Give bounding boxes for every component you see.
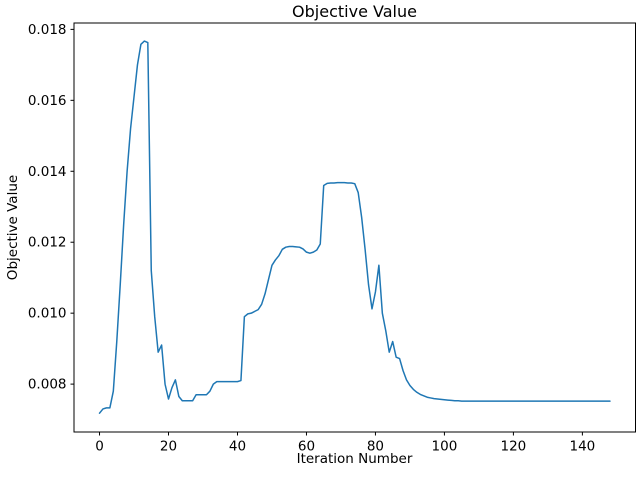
x-axis-label: Iteration Number: [297, 451, 413, 467]
x-tick-label: 0: [95, 439, 104, 455]
x-tick-label: 60: [298, 439, 315, 455]
y-tick-label: 0.018: [28, 22, 67, 38]
x-tick-label: 140: [569, 439, 595, 455]
objective-line: [98, 40, 611, 414]
plot-frame: [73, 22, 636, 433]
y-tick-label: 0.010: [28, 306, 67, 322]
x-tick-label: 100: [432, 439, 458, 455]
chart-title: Objective Value: [292, 2, 417, 21]
y-axis-ticks: 0.008 0.010 0.012 0.014 0.016 0.018: [28, 22, 74, 393]
y-axis-label: Objective Value: [5, 175, 21, 280]
y-tick-label: 0.012: [28, 235, 67, 251]
y-tick-label: 0.016: [28, 93, 67, 109]
x-tick-label: 20: [160, 439, 177, 455]
x-tick-label: 40: [229, 439, 246, 455]
y-tick-label: 0.008: [28, 377, 67, 393]
x-tick-label: 80: [367, 439, 384, 455]
x-tick-label: 120: [501, 439, 527, 455]
y-tick-label: 0.014: [28, 164, 67, 180]
x-axis-ticks: 0 20 40 60 80 100 120 140: [95, 432, 595, 455]
